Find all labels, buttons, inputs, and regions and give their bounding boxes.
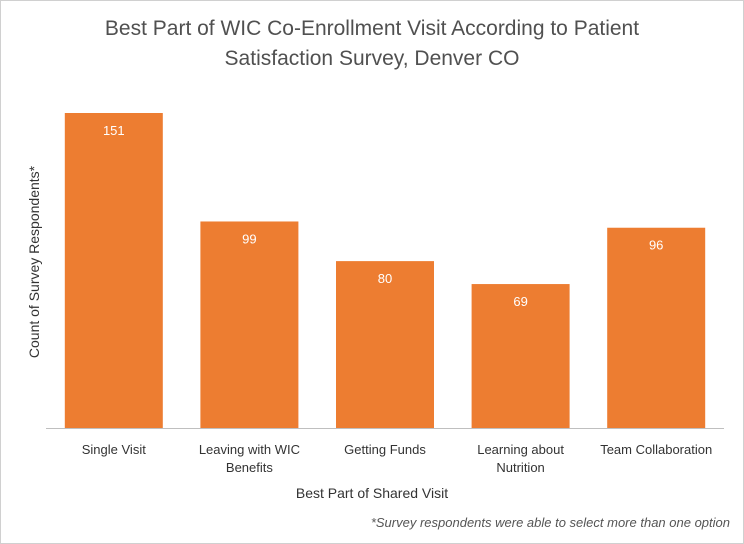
x-axis-label: Best Part of Shared Visit (295, 485, 449, 501)
bar-value-label: 96 (649, 238, 663, 253)
bar-value-label: 151 (103, 123, 125, 138)
bar (471, 284, 570, 428)
chart-title: Best Part of WIC Co-Enrollment Visit Acc… (0, 14, 744, 74)
bar-value-label: 80 (378, 271, 392, 286)
chart-title-line-1: Best Part of WIC Co-Enrollment Visit Acc… (104, 17, 640, 40)
category-label: Team Collaboration (600, 442, 712, 457)
category-label: Single Visit (82, 442, 146, 457)
bar-value-label: 69 (513, 294, 527, 309)
footnote: *Survey respondents were able to select … (370, 515, 730, 530)
category-label: Benefits (226, 460, 273, 475)
category-label: Learning about (477, 442, 564, 457)
category-label: Nutrition (496, 460, 544, 475)
bar (64, 113, 163, 428)
bar-value-label: 99 (242, 231, 256, 246)
bar (200, 221, 299, 428)
category-label: Leaving with WIC (199, 442, 300, 457)
bar (336, 261, 434, 428)
chart-title-line-2: Satisfaction Survey, Denver CO (224, 47, 520, 70)
bar (607, 227, 706, 428)
category-label: Getting Funds (344, 442, 426, 457)
